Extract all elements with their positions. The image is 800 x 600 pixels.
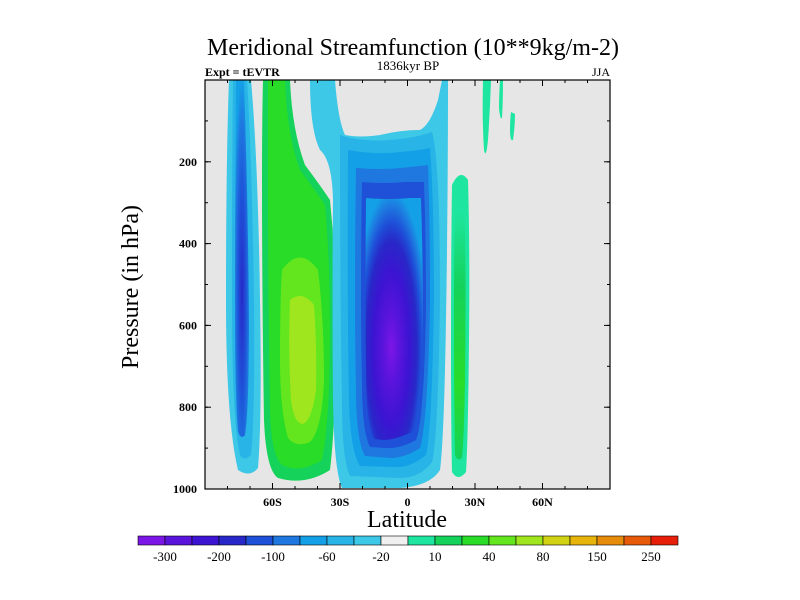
y-axis: 200 400 600 800 1000: [173, 120, 610, 496]
colorbar-label: -20: [372, 549, 389, 564]
colorbar-swatch: [245, 535, 274, 546]
period-label: 1836kyr BP: [377, 58, 439, 73]
northern-hadley-cell: [451, 175, 470, 477]
colorbar-swatch: [623, 535, 652, 546]
experiment-label: Expt = tEVTR: [205, 65, 280, 79]
y-tick-label: 200: [179, 155, 197, 169]
colorbar-label: 80: [537, 549, 550, 564]
y-tick-label: 600: [179, 318, 197, 332]
colorbar-label: -200: [207, 549, 231, 564]
x-tick-label: 30N: [465, 495, 486, 509]
colorbar-label: 10: [429, 549, 442, 564]
y-tick-label: 400: [179, 237, 197, 251]
colorbar-swatch: [488, 535, 517, 546]
colorbar-swatch: [407, 535, 436, 546]
x-tick-label: 0: [405, 495, 411, 509]
colorbar-swatch: [596, 535, 625, 546]
colorbar: -300 -200 -100 -60 -20 10 40 80 150 250: [137, 535, 679, 564]
colorbar-swatch: [272, 535, 301, 546]
season-label: JJA: [592, 65, 610, 79]
colorbar-swatch: [434, 535, 463, 546]
colorbar-label: -60: [318, 549, 335, 564]
colorbar-swatch: [569, 535, 598, 546]
x-tick-label: 60N: [532, 495, 553, 509]
colorbar-label: 40: [483, 549, 496, 564]
southern-polar-cell: [226, 80, 261, 474]
colorbar-swatch: [191, 535, 220, 546]
colorbar-swatch: [650, 535, 679, 546]
colorbar-swatch: [326, 535, 355, 546]
y-tick-label: 1000: [173, 482, 197, 496]
colorbar-label: -300: [153, 549, 177, 564]
colorbar-swatch: [353, 535, 382, 546]
colorbar-swatch: [542, 535, 571, 546]
southern-ferrel-cell: [262, 80, 336, 481]
x-tick-label: 30S: [331, 495, 350, 509]
colorbar-swatch: [461, 535, 490, 546]
southern-hadley-cell: [310, 80, 448, 488]
colorbar-swatch: [380, 535, 409, 546]
colorbar-label: -100: [261, 549, 285, 564]
colorbar-swatch: [164, 535, 193, 546]
colorbar-swatch: [218, 535, 247, 546]
colorbar-swatch: [299, 535, 328, 546]
y-axis-title: Pressure (in hPa): [118, 205, 144, 369]
colorbar-swatch: [515, 535, 544, 546]
chart-title: Meridional Streamfunction (10**9kg/m-2): [207, 35, 619, 61]
northern-upper-streaks: [482, 80, 515, 154]
contour-layer: [226, 80, 515, 488]
colorbar-label: 150: [587, 549, 607, 564]
colorbar-label: 250: [641, 549, 661, 564]
y-tick-label: 800: [179, 400, 197, 414]
x-tick-label: 60S: [263, 495, 282, 509]
colorbar-swatch: [137, 535, 166, 546]
x-axis: 60S 30S 0 30N 60N: [227, 80, 588, 509]
x-axis-title: Latitude: [367, 507, 447, 533]
